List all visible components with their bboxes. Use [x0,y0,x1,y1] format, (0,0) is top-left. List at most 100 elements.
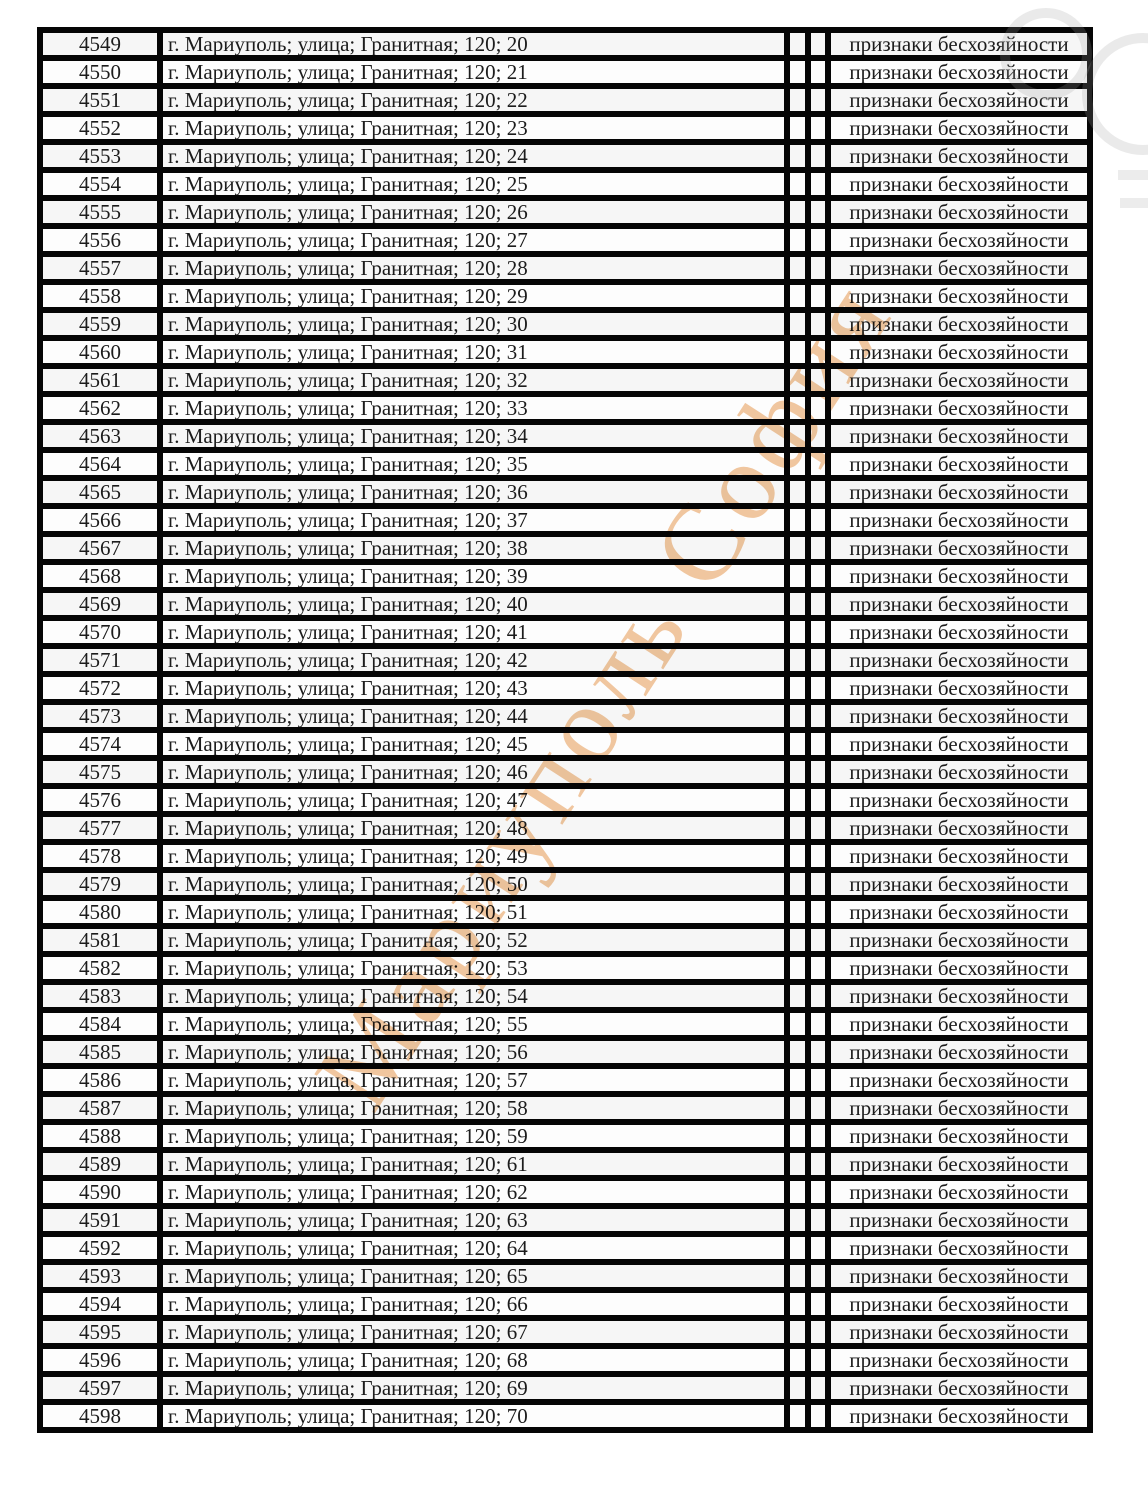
status-cell: признаки бесхозяйности [825,1203,1093,1237]
status-cell: признаки бесхозяйности [825,251,1093,285]
table-row: 4594 г. Мариуполь; улица; Гранитная; 120… [37,1287,1093,1321]
empty-cell-2 [805,951,831,985]
status-cell: признаки бесхозяйности [825,363,1093,397]
status-cell: признаки бесхозяйности [825,1091,1093,1125]
table-row: 4569 г. Мариуполь; улица; Гранитная; 120… [37,587,1093,621]
empty-cell-2 [805,419,831,453]
address-cell: г. Мариуполь; улица; Гранитная; 120; 56 [157,1035,790,1069]
address-cell: г. Мариуполь; улица; Гранитная; 120; 23 [157,111,790,145]
empty-cell-2 [805,1259,831,1293]
empty-cell-1 [784,307,811,341]
empty-cell-2 [805,307,831,341]
empty-cell-2 [805,923,831,957]
table-row: 4555 г. Мариуполь; улица; Гранитная; 120… [37,195,1093,229]
table-row: 4559 г. Мариуполь; улица; Гранитная; 120… [37,307,1093,341]
row-number: 4563 [37,419,163,453]
empty-cell-1 [784,1007,811,1041]
row-number: 4585 [37,1035,163,1069]
table-row: 4589 г. Мариуполь; улица; Гранитная; 120… [37,1147,1093,1181]
address-cell: г. Мариуполь; улица; Гранитная; 120; 45 [157,727,790,761]
empty-cell-1 [784,755,811,789]
address-cell: г. Мариуполь; улица; Гранитная; 120; 66 [157,1287,790,1321]
address-cell: г. Мариуполь; улица; Гранитная; 120; 29 [157,279,790,313]
empty-cell-1 [784,867,811,901]
table-row: 4567 г. Мариуполь; улица; Гранитная; 120… [37,531,1093,565]
status-cell: признаки бесхозяйности [825,755,1093,789]
address-cell: г. Мариуполь; улица; Гранитная; 120; 68 [157,1343,790,1377]
empty-cell-2 [805,587,831,621]
table-row: 4575 г. Мариуполь; улица; Гранитная; 120… [37,755,1093,789]
status-cell: признаки бесхозяйности [825,811,1093,845]
address-cell: г. Мариуполь; улица; Гранитная; 120; 33 [157,391,790,425]
empty-cell-1 [784,391,811,425]
status-cell: признаки бесхозяйности [825,223,1093,257]
row-number: 4550 [37,55,163,89]
row-number: 4566 [37,503,163,537]
address-cell: г. Мариуполь; улица; Гранитная; 120; 37 [157,503,790,537]
status-cell: признаки бесхозяйности [825,1119,1093,1153]
address-cell: г. Мариуполь; улица; Гранитная; 120; 52 [157,923,790,957]
address-cell: г. Мариуполь; улица; Гранитная; 120; 62 [157,1175,790,1209]
status-cell: признаки бесхозяйности [825,643,1093,677]
row-number: 4565 [37,475,163,509]
empty-cell-1 [784,699,811,733]
table-row: 4587 г. Мариуполь; улица; Гранитная; 120… [37,1091,1093,1125]
address-cell: г. Мариуполь; улица; Гранитная; 120; 31 [157,335,790,369]
row-number: 4567 [37,531,163,565]
table-row: 4576 г. Мариуполь; улица; Гранитная; 120… [37,783,1093,817]
table-row: 4588 г. Мариуполь; улица; Гранитная; 120… [37,1119,1093,1153]
empty-cell-2 [805,1231,831,1265]
empty-cell-2 [805,699,831,733]
table-row: 4556 г. Мариуполь; улица; Гранитная; 120… [37,223,1093,257]
status-cell: признаки бесхозяйности [825,55,1093,89]
empty-cell-2 [805,531,831,565]
address-cell: г. Мариуполь; улица; Гранитная; 120; 34 [157,419,790,453]
status-cell: признаки бесхозяйности [825,1035,1093,1069]
watermark-dash [1118,170,1148,180]
empty-cell-1 [784,1119,811,1153]
empty-cell-1 [784,335,811,369]
empty-cell-1 [784,363,811,397]
empty-cell-1 [784,139,811,173]
table-row: 4577 г. Мариуполь; улица; Гранитная; 120… [37,811,1093,845]
empty-cell-1 [784,251,811,285]
address-cell: г. Мариуполь; улица; Гранитная; 120; 39 [157,559,790,593]
status-cell: признаки бесхозяйности [825,839,1093,873]
empty-cell-2 [805,1091,831,1125]
table-row: 4561 г. Мариуполь; улица; Гранитная; 120… [37,363,1093,397]
table-row: 4586 г. Мариуполь; улица; Гранитная; 120… [37,1063,1093,1097]
address-cell: г. Мариуполь; улица; Гранитная; 120; 61 [157,1147,790,1181]
row-number: 4593 [37,1259,163,1293]
table-row: 4564 г. Мариуполь; улица; Гранитная; 120… [37,447,1093,481]
row-number: 4577 [37,811,163,845]
table-row: 4572 г. Мариуполь; улица; Гранитная; 120… [37,671,1093,705]
empty-cell-2 [805,55,831,89]
status-cell: признаки бесхозяйности [825,559,1093,593]
row-number: 4570 [37,615,163,649]
row-number: 4571 [37,643,163,677]
empty-cell-2 [805,167,831,201]
empty-cell-2 [805,27,831,61]
empty-cell-1 [784,979,811,1013]
status-cell: признаки бесхозяйности [825,167,1093,201]
empty-cell-1 [784,531,811,565]
empty-cell-1 [784,1315,811,1349]
status-cell: признаки бесхозяйности [825,475,1093,509]
empty-cell-2 [805,335,831,369]
address-cell: г. Мариуполь; улица; Гранитная; 120; 20 [157,27,790,61]
row-number: 4556 [37,223,163,257]
status-cell: признаки бесхозяйности [825,1147,1093,1181]
empty-cell-2 [805,559,831,593]
address-cell: г. Мариуполь; улица; Гранитная; 120; 54 [157,979,790,1013]
empty-cell-1 [784,223,811,257]
row-number: 4598 [37,1399,163,1433]
row-number: 4594 [37,1287,163,1321]
status-cell: признаки бесхозяйности [825,27,1093,61]
table-row: 4598 г. Мариуполь; улица; Гранитная; 120… [37,1399,1093,1433]
row-number: 4549 [37,27,163,61]
status-cell: признаки бесхозяйности [825,1343,1093,1377]
row-number: 4597 [37,1371,163,1405]
table-row: 4574 г. Мариуполь; улица; Гранитная; 120… [37,727,1093,761]
row-number: 4591 [37,1203,163,1237]
status-cell: признаки бесхозяйности [825,83,1093,117]
